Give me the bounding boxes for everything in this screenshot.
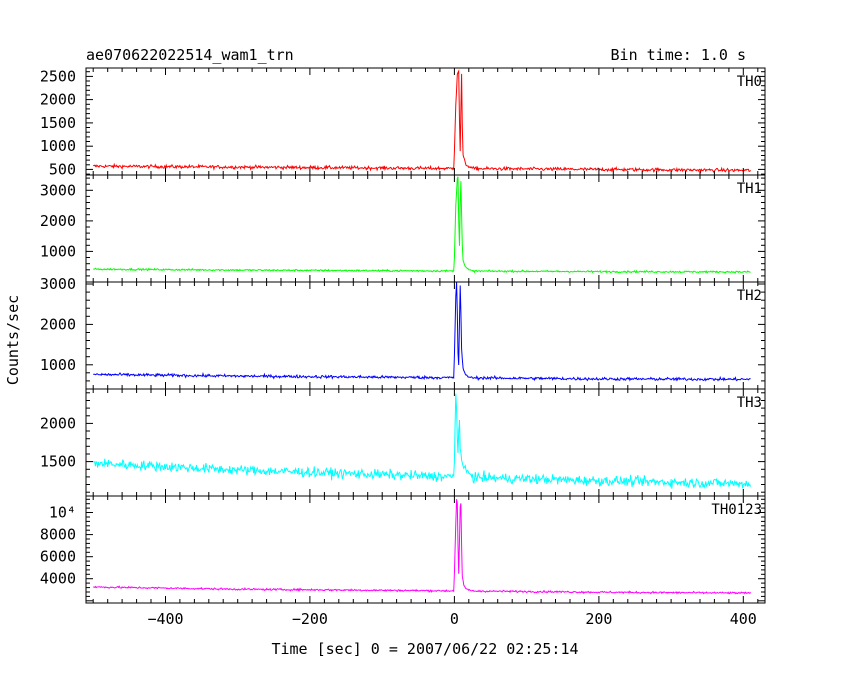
panel-frame: [85, 281, 766, 390]
x-axis-label: Time [sec] 0 = 2007/06/22 02:25:14: [271, 640, 578, 658]
panel-frame: [85, 495, 766, 604]
y-tick-label: 2000: [40, 91, 76, 109]
panel-label: TH2: [737, 288, 762, 304]
x-ticks: [92, 389, 759, 496]
y-tick-label: 10⁴: [49, 504, 76, 522]
panel-frame: [85, 67, 766, 176]
y-tick-label: 6000: [40, 548, 76, 566]
x-ticks: [92, 68, 759, 175]
y-tick-label: 2500: [40, 67, 76, 85]
panel-th2: 1000 2000 3000 TH2: [40, 275, 766, 390]
bin-time-label: Bin time: 1.0 s: [611, 46, 746, 64]
panel-label: TH0: [737, 74, 762, 90]
x-tick-label: 0: [450, 610, 459, 628]
y-ticks: [86, 283, 765, 390]
y-tick-label: 1500: [40, 453, 76, 471]
x-ticks: [92, 175, 759, 282]
y-tick-label: 3000: [40, 275, 76, 293]
y-tick-label: 1500: [40, 114, 76, 132]
x-ticks: [92, 282, 759, 389]
y-tick-label: 2000: [40, 414, 76, 432]
y-tick-label: 500: [49, 160, 76, 178]
panel-label: TH1: [737, 181, 762, 197]
series-line-th1: [93, 176, 751, 274]
y-tick-label: 3000: [40, 181, 76, 199]
y-tick-label: 2000: [40, 315, 76, 333]
y-tick-label: 1000: [40, 356, 76, 374]
panel-th3: 1500 2000 TH3: [40, 388, 766, 497]
y-tick-label: 4000: [40, 570, 76, 588]
x-tick-labels: −400 −200 0 200 400: [147, 610, 756, 628]
panel-label: TH0123: [711, 502, 762, 518]
panel-label: TH3: [737, 395, 762, 411]
y-ticks: [86, 498, 765, 602]
y-tick-label: 1000: [40, 242, 76, 260]
panel-frame: [85, 388, 766, 497]
x-tick-label: −200: [292, 610, 328, 628]
panel-th0123: 4000 6000 8000 10⁴ TH0123: [40, 495, 766, 604]
y-tick-label: 2000: [40, 212, 76, 230]
x-tick-label: 200: [585, 610, 612, 628]
y-tick-label: 1000: [40, 137, 76, 155]
y-ticks: [86, 392, 765, 493]
panel-th0: 500 1000 1500 2000 2500 TH0: [40, 67, 766, 178]
x-ticks: [92, 496, 759, 603]
x-tick-label: 400: [730, 610, 757, 628]
series-line-th0123: [93, 499, 751, 595]
y-tick-label: 8000: [40, 526, 76, 544]
series-line-th2: [93, 282, 751, 382]
x-tick-label: −400: [147, 610, 183, 628]
series-line-th3: [92, 393, 752, 489]
panel-frame: [85, 174, 766, 283]
panel-th1: 1000 2000 3000 TH1: [40, 174, 766, 283]
y-ticks: [86, 71, 765, 175]
chart-title: ae070622022514_wam1_trn: [86, 46, 294, 64]
series-line-th0: [93, 69, 751, 174]
y-axis-label: Counts/sec: [4, 295, 22, 385]
y-ticks: [86, 177, 765, 283]
